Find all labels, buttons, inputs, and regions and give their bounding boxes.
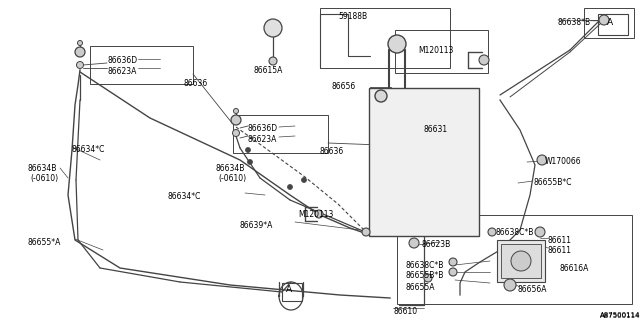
Text: 86638C*B: 86638C*B (406, 261, 444, 270)
Circle shape (537, 155, 547, 165)
Text: 86634*C: 86634*C (167, 192, 200, 201)
Text: 86623B: 86623B (421, 240, 451, 249)
Circle shape (375, 90, 387, 102)
Text: 86634B: 86634B (216, 164, 245, 173)
Circle shape (504, 279, 516, 291)
Circle shape (301, 178, 307, 182)
Circle shape (315, 210, 323, 218)
Text: 86655B*C: 86655B*C (533, 178, 572, 187)
Circle shape (287, 185, 292, 189)
Text: A875001147: A875001147 (600, 312, 640, 318)
Circle shape (77, 61, 83, 68)
Text: 86634*C: 86634*C (72, 145, 106, 154)
Circle shape (231, 115, 241, 125)
Text: 59188B: 59188B (338, 12, 367, 21)
Text: A875001147: A875001147 (600, 313, 640, 319)
Circle shape (234, 108, 239, 114)
Text: 86615A: 86615A (253, 66, 282, 75)
Circle shape (449, 268, 457, 276)
Text: A: A (286, 285, 292, 294)
Circle shape (362, 228, 370, 236)
Circle shape (75, 47, 85, 57)
Text: M120113: M120113 (418, 46, 453, 55)
Circle shape (77, 41, 83, 45)
Text: 86656A: 86656A (518, 285, 547, 294)
Text: 86655B*B: 86655B*B (406, 271, 444, 280)
Text: 86610: 86610 (393, 307, 417, 316)
Text: 86656: 86656 (332, 82, 356, 91)
Circle shape (269, 57, 277, 65)
Circle shape (388, 35, 406, 53)
Bar (501, 244, 541, 278)
Circle shape (424, 274, 432, 282)
Text: (-0610): (-0610) (30, 174, 58, 183)
Text: 86623A: 86623A (248, 135, 277, 144)
Text: (-0610): (-0610) (218, 174, 246, 183)
Text: 86639*A: 86639*A (240, 221, 273, 230)
Circle shape (599, 15, 609, 25)
Circle shape (264, 19, 282, 37)
Text: 86611: 86611 (548, 236, 572, 245)
Circle shape (409, 238, 419, 248)
Text: 86636: 86636 (183, 79, 207, 88)
Bar (90, 46, 193, 84)
Bar (282, 283, 302, 301)
Circle shape (248, 159, 253, 164)
Text: 86634B: 86634B (28, 164, 58, 173)
Text: 86616A: 86616A (560, 264, 589, 273)
Circle shape (511, 251, 531, 271)
Bar (369, 88, 479, 236)
Bar (598, 14, 628, 35)
Text: 86611: 86611 (548, 246, 572, 255)
Bar (320, 8, 450, 68)
Text: 86623A: 86623A (107, 67, 136, 76)
Text: 86631: 86631 (424, 125, 448, 134)
Text: 86636D: 86636D (107, 56, 137, 65)
Bar (397, 215, 632, 304)
Circle shape (449, 258, 457, 266)
Bar (395, 30, 488, 73)
Circle shape (246, 148, 250, 153)
Bar (497, 240, 545, 282)
Text: 86636D: 86636D (248, 124, 278, 133)
Circle shape (535, 227, 545, 237)
Text: 86636: 86636 (319, 147, 343, 156)
Text: 86655A: 86655A (406, 283, 435, 292)
Bar (233, 115, 328, 153)
Circle shape (232, 130, 239, 137)
Circle shape (488, 228, 496, 236)
Text: 86638*B: 86638*B (558, 18, 591, 27)
Text: A: A (607, 18, 613, 27)
Text: W170066: W170066 (545, 157, 582, 166)
Text: M120113: M120113 (298, 210, 333, 219)
Bar (584, 8, 634, 38)
Text: 86655*A: 86655*A (28, 238, 61, 247)
Circle shape (479, 55, 489, 65)
Text: 86638C*B: 86638C*B (495, 228, 533, 237)
